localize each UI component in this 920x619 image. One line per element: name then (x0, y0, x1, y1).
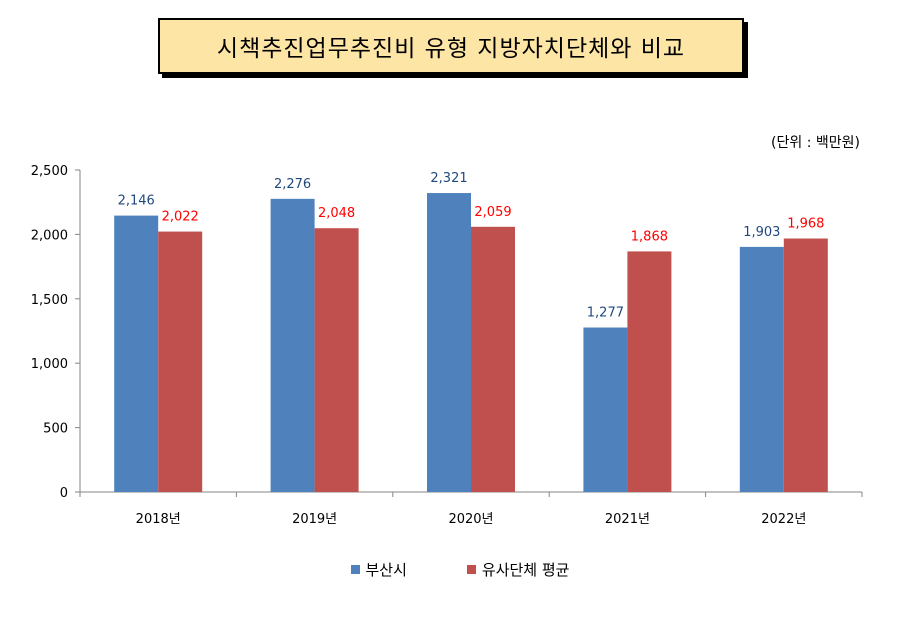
data-label-busan-3: 1,277 (587, 306, 624, 321)
x-tick-label: 2019년 (292, 512, 337, 527)
unit-note: (단위 : 백만원) (771, 135, 860, 151)
bar-peer-average-1 (314, 228, 359, 493)
data-label-peer-average-2: 2,059 (474, 205, 511, 220)
y-tick-label: 2,500 (31, 164, 68, 179)
legend-swatch-series-1 (350, 565, 360, 574)
data-label-peer-average-4: 1,968 (787, 217, 824, 232)
x-tick-label: 2021년 (605, 512, 650, 527)
legend: 부산시 유사단체 평균 (0, 559, 920, 580)
bar-busan-3 (583, 327, 628, 492)
x-tick-label: 2020년 (448, 512, 493, 527)
legend-swatch-series-2 (466, 565, 476, 574)
data-label-peer-average-1: 2,048 (318, 206, 355, 221)
x-tick-label: 2022년 (761, 512, 806, 527)
bar-busan-0 (114, 215, 159, 492)
legend-item-series-1: 부산시 (350, 559, 407, 580)
data-label-busan-1: 2,276 (274, 177, 311, 192)
data-label-peer-average-3: 1,868 (631, 229, 668, 244)
bar-peer-average-3 (627, 251, 672, 492)
bar-peer-average-4 (783, 238, 828, 492)
legend-label-series-2: 유사단체 평균 (481, 561, 570, 579)
y-tick-label: 1,000 (31, 357, 68, 372)
data-label-busan-2: 2,321 (430, 171, 467, 186)
bar-busan-2 (427, 193, 471, 492)
legend-item-series-2: 유사단체 평균 (466, 559, 570, 580)
data-label-busan-4: 1,903 (743, 225, 780, 240)
x-tick-label: 2018년 (136, 512, 181, 527)
bar-busan-1 (270, 198, 315, 492)
legend-label-series-1: 부산시 (365, 561, 407, 579)
data-label-peer-average-0: 2,022 (162, 210, 199, 225)
chart-title: 시책추진업무추진비 유형 지방자치단체와 비교 (158, 18, 744, 74)
data-label-busan-0: 2,146 (118, 194, 155, 209)
bar-peer-average-0 (158, 231, 203, 492)
bar-busan-4 (739, 246, 784, 492)
y-tick-label: 500 (43, 422, 68, 437)
y-tick-label: 2,000 (31, 228, 68, 243)
y-tick-label: 0 (60, 486, 68, 501)
bar-peer-average-2 (471, 226, 515, 493)
y-tick-label: 1,500 (31, 293, 68, 308)
